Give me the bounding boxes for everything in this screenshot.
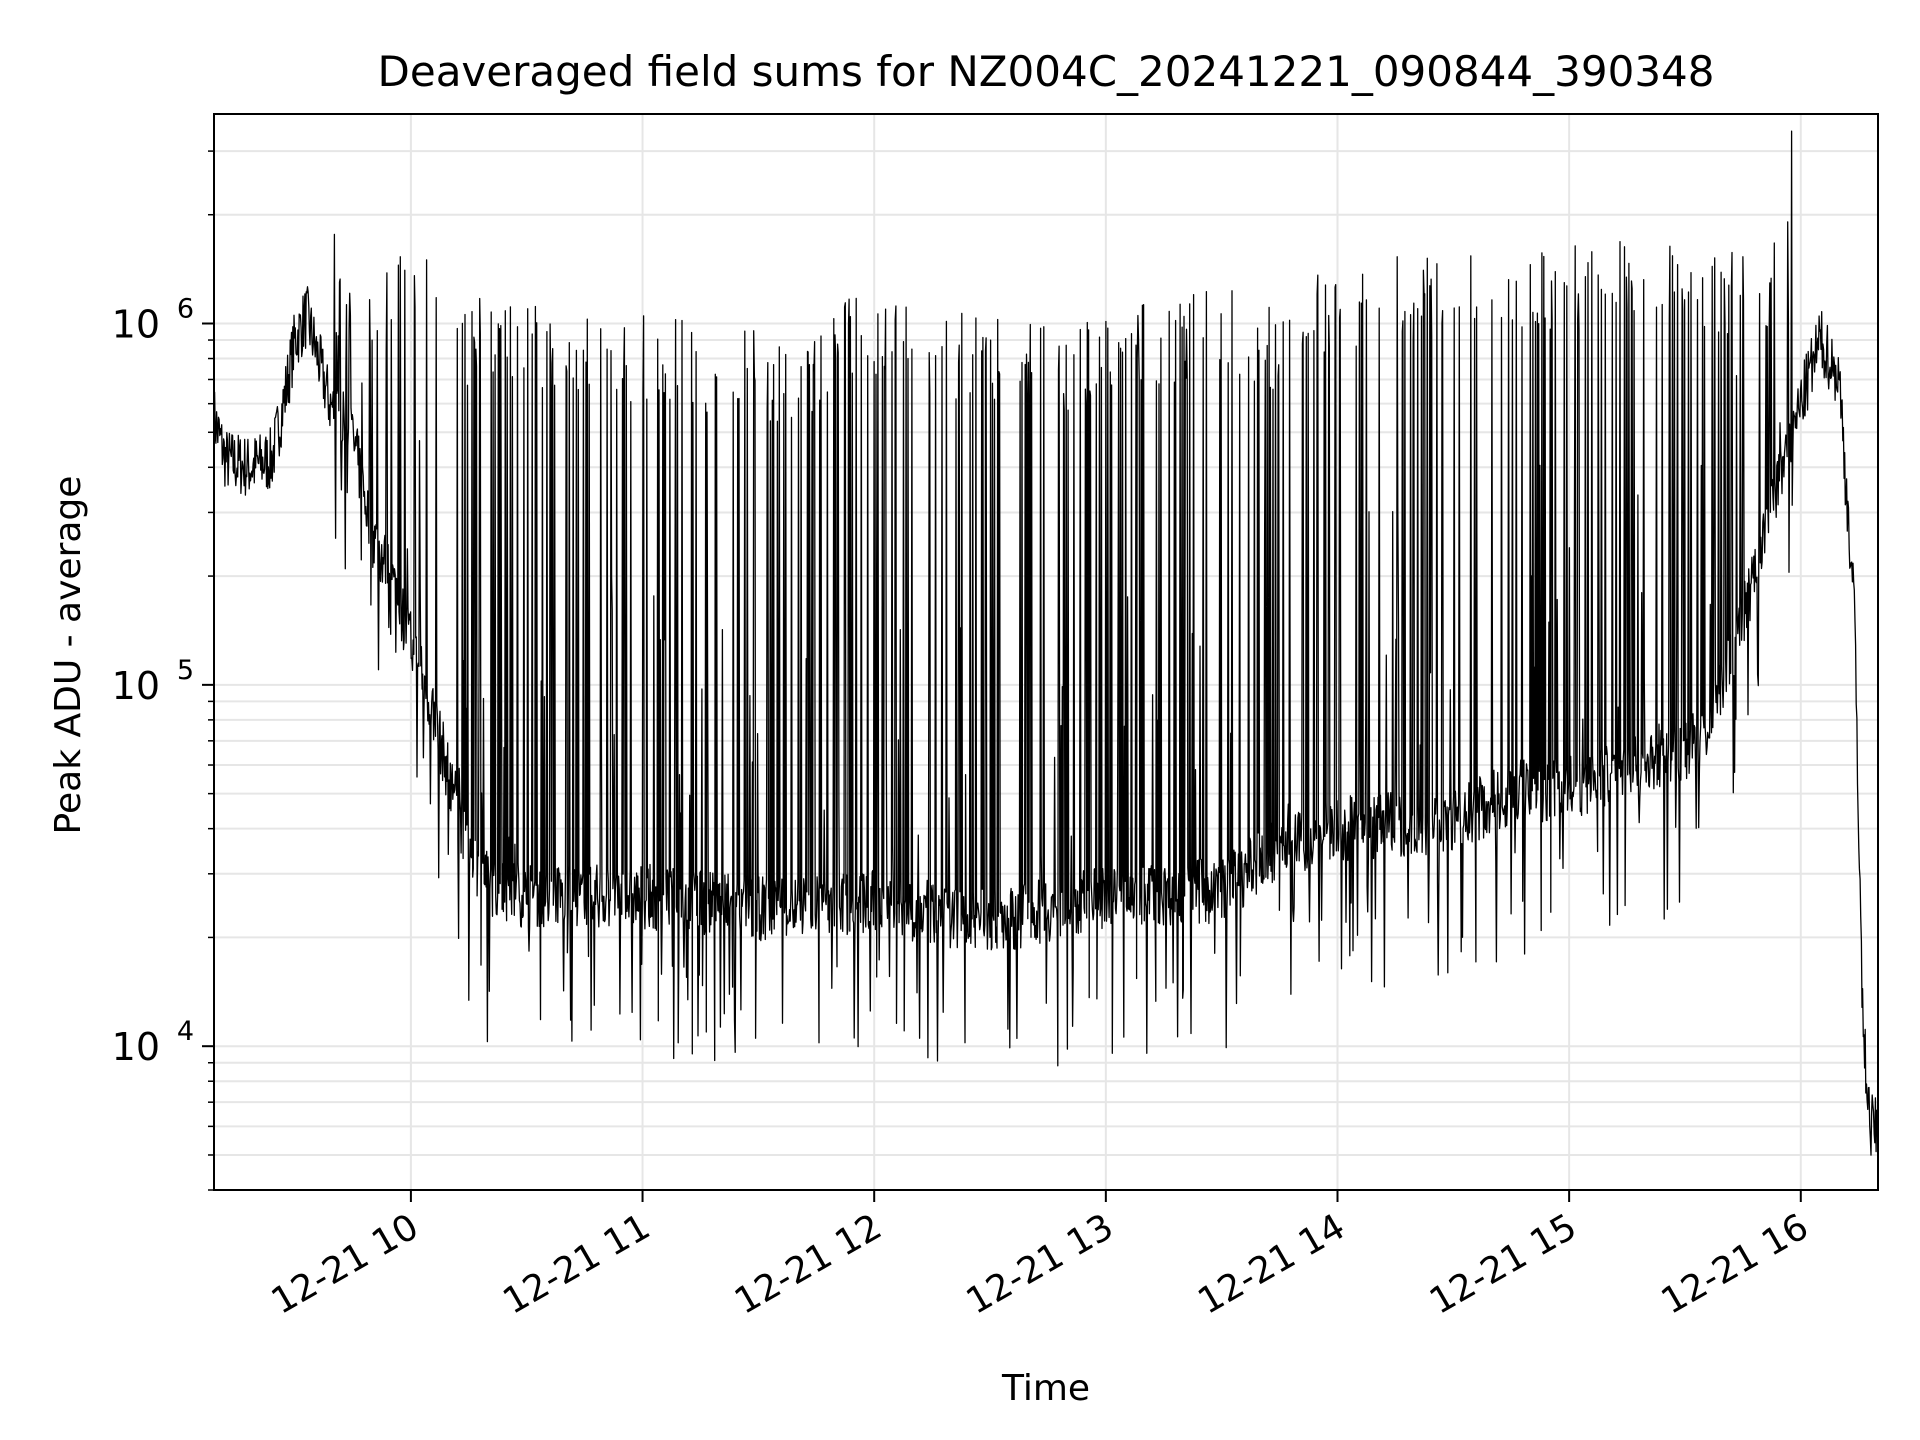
y-tick-exponent: 4	[177, 1016, 194, 1047]
x-axis-label: Time	[1001, 1368, 1090, 1409]
y-axis-label: Peak ADU - average	[48, 476, 89, 835]
x-tick-label: 12-21 15	[1423, 1206, 1584, 1322]
axis-ticks: 10 4 10 5 10 6 12-21 10 12-21 11 12-21 12 12-21 1…	[112, 150, 1816, 1323]
x-tick-label: 12-21 14	[1191, 1206, 1352, 1322]
y-tick-label: 10	[112, 664, 160, 708]
x-tick-label: 12-21 13	[960, 1206, 1121, 1322]
y-tick-exponent: 6	[177, 294, 194, 325]
x-tick-label: 12-21 11	[496, 1206, 657, 1322]
x-tick-label: 12-21 10	[265, 1206, 426, 1322]
x-tick-label: 12-21 16	[1655, 1206, 1816, 1322]
plot-frame	[213, 113, 1879, 1191]
y-tick-label: 10	[112, 1025, 160, 1069]
y-tick-exponent: 5	[177, 655, 194, 686]
y-tick-label: 10	[112, 303, 160, 347]
series-line	[213, 130, 1879, 1156]
chart-title: Deaveraged field sums for NZ004C_2024122…	[378, 47, 1715, 96]
data-series	[213, 130, 1879, 1156]
x-tick-label: 12-21 12	[728, 1206, 889, 1322]
